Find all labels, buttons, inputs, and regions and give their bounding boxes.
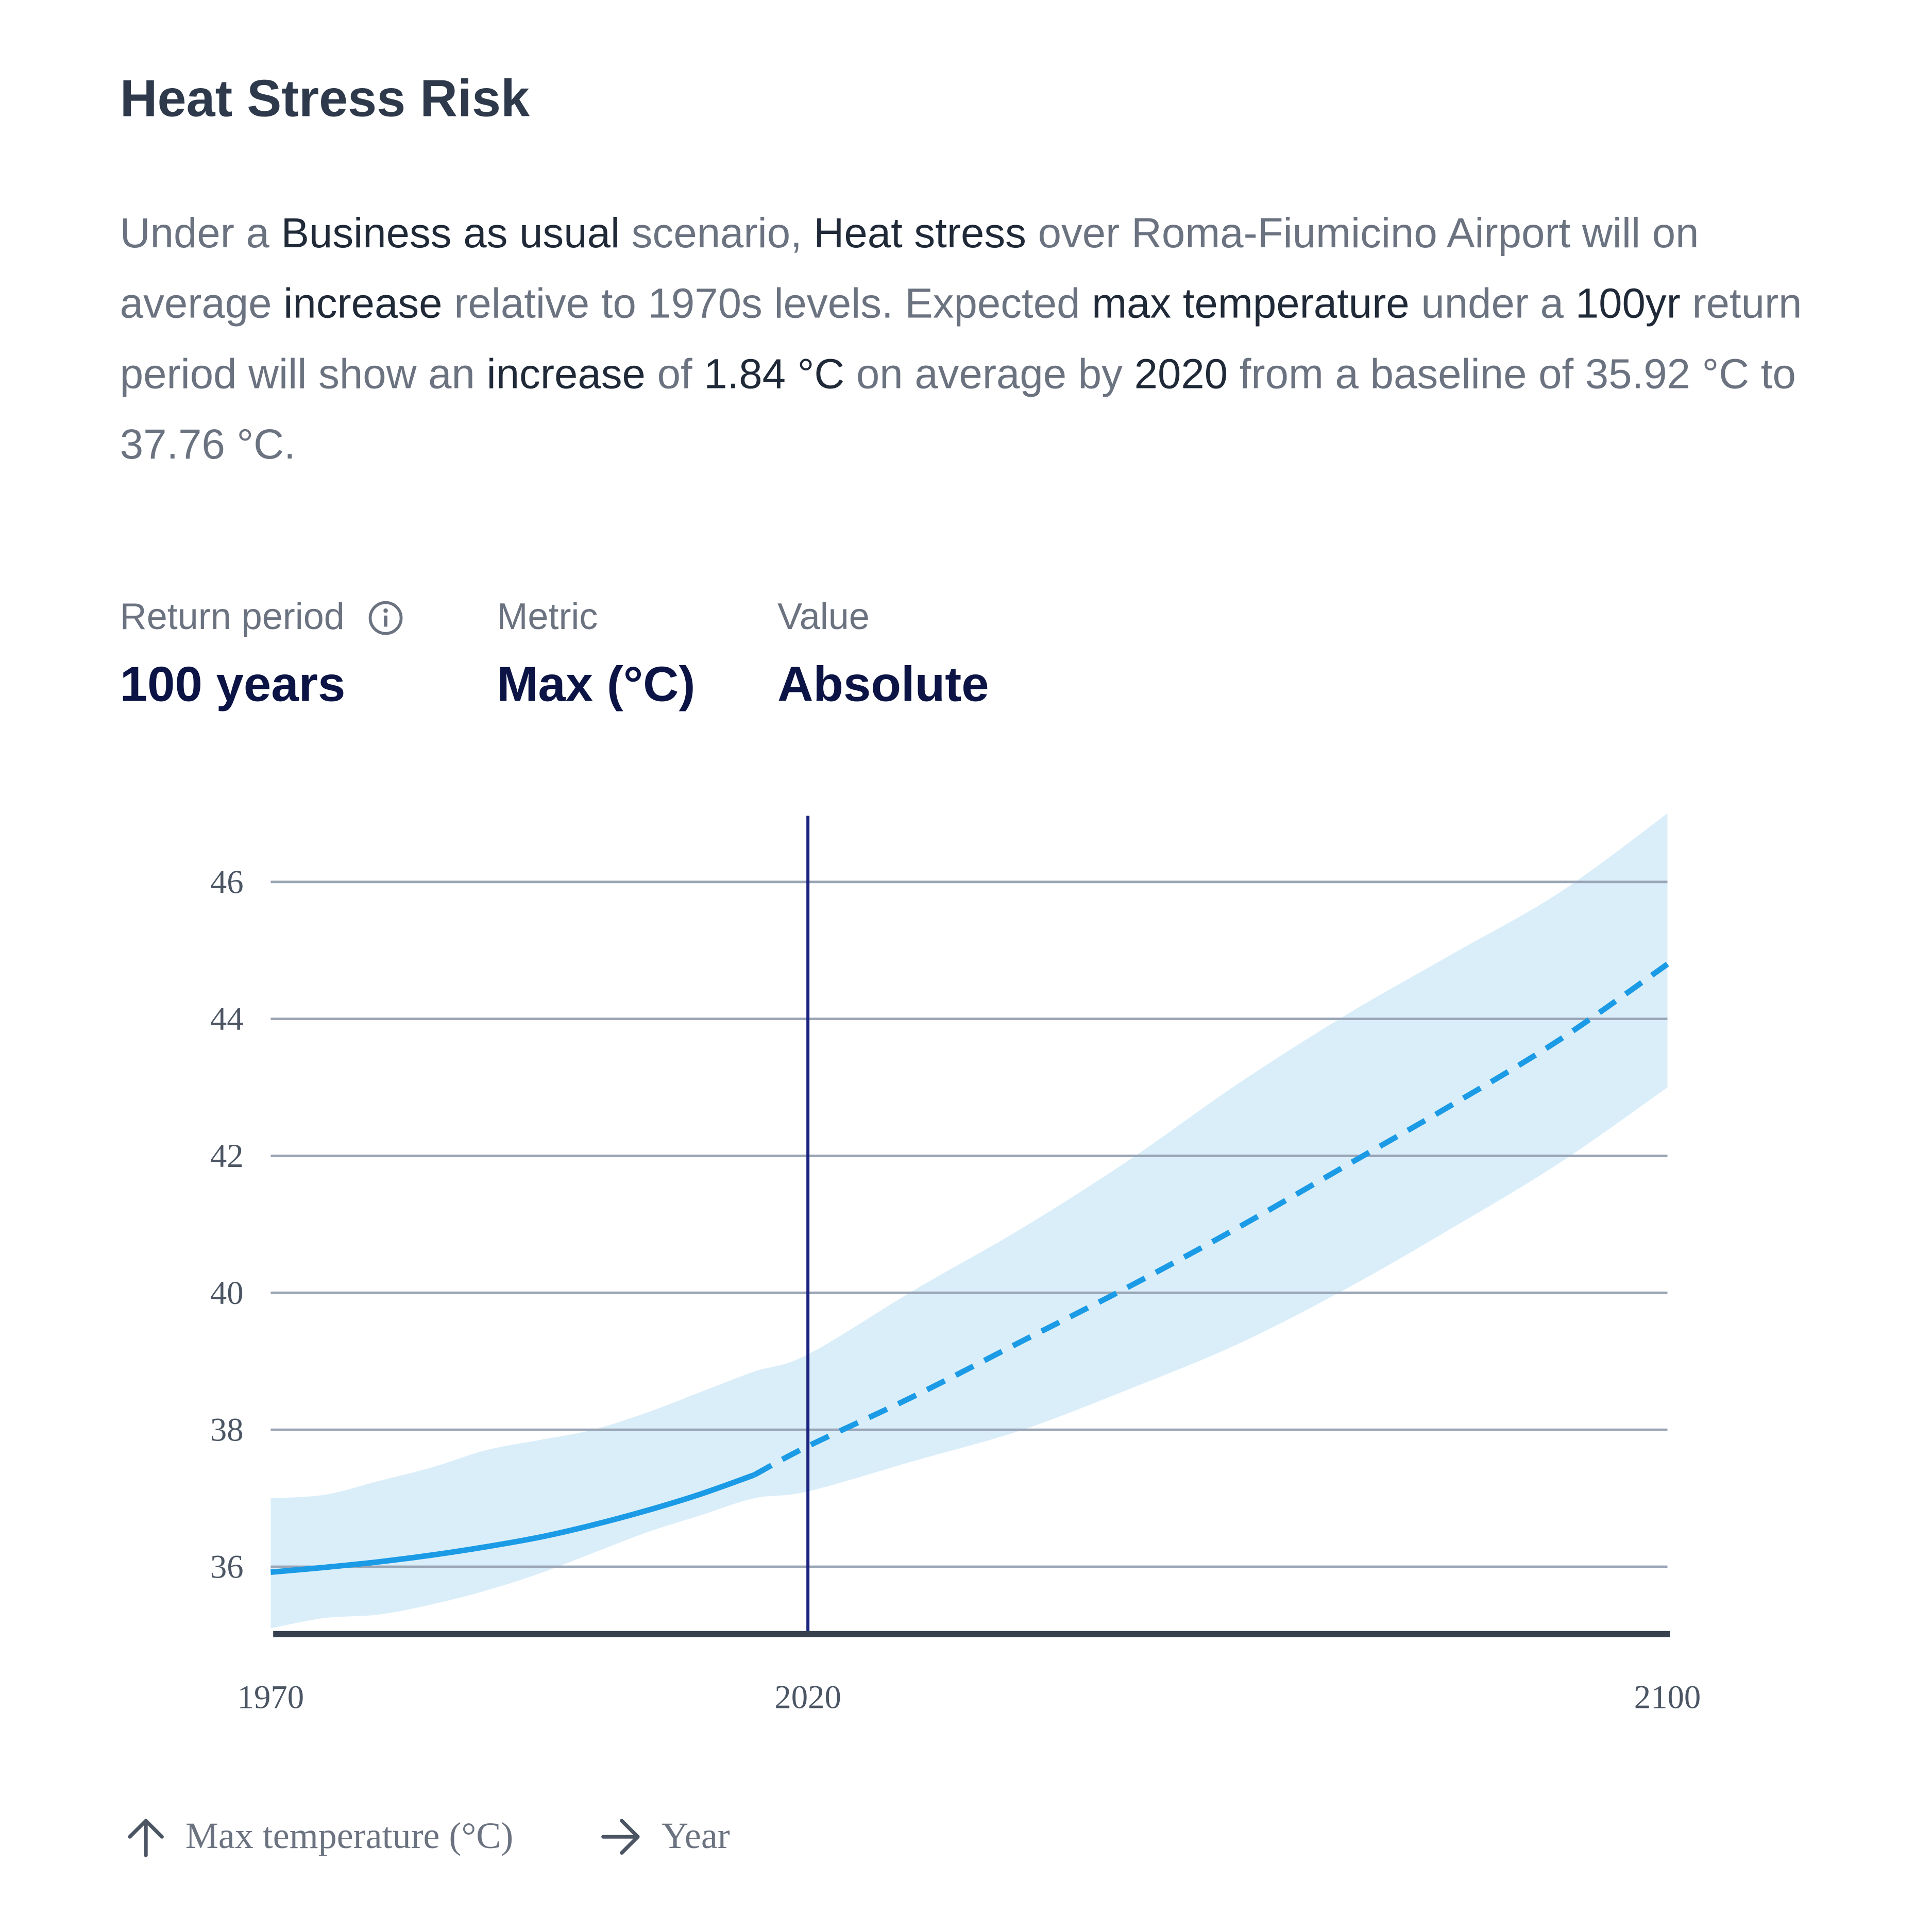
value-type-value: Absolute — [777, 657, 989, 712]
y-tick-label-40: 40 — [210, 1275, 244, 1312]
summary-text: relative to 1970s levels. Expected — [442, 280, 1092, 328]
metric-control[interactable]: Metric Max (°C) — [497, 594, 695, 715]
return-period-label: Return period — [120, 597, 345, 638]
summary-highlight: increase — [486, 351, 646, 398]
summary-text: Under a — [120, 210, 281, 258]
summary-text: scenario, — [620, 210, 814, 258]
return-period-value: 100 years — [120, 657, 346, 712]
value-type-control[interactable]: Value Absolute — [777, 594, 989, 715]
metric-value: Max (°C) — [497, 657, 696, 712]
arrow-right-icon — [601, 1819, 640, 1855]
summary-highlight: Business as usual — [281, 210, 620, 258]
x-axis-legend: Year — [600, 1815, 730, 1859]
summary-highlight: 2020 — [1134, 351, 1228, 398]
y-tick-label-42: 42 — [210, 1138, 244, 1175]
arrow-up-icon — [128, 1819, 164, 1857]
y-tick-label-38: 38 — [210, 1412, 244, 1449]
return-period-control[interactable]: Return period 100 years — [120, 594, 404, 715]
summary-text: under a — [1409, 280, 1575, 328]
summary-highlight: max temperature — [1092, 280, 1410, 328]
summary-highlight: Heat stress — [814, 210, 1026, 258]
x-tick-label-1970: 1970 — [238, 1679, 304, 1716]
temperature-chart: 36 38 40 42 44 46 1970 2020 2100 — [210, 813, 1701, 1716]
summary-text: of — [645, 351, 704, 398]
x-tick-label-2020: 2020 — [774, 1679, 841, 1716]
x-tick-label-2100: 2100 — [1634, 1679, 1701, 1716]
y-tick-label-46: 46 — [210, 863, 244, 901]
metric-label: Metric — [497, 597, 598, 638]
x-axis-legend-label: Year — [662, 1816, 730, 1857]
historical-line — [270, 1472, 755, 1575]
summary-highlight: 100yr — [1575, 280, 1681, 328]
axis-legend: Max temperature (°C) Year — [124, 1815, 817, 1859]
value-type-label: Value — [777, 597, 870, 638]
projected-line — [753, 961, 1669, 1478]
y-tick-label-36: 36 — [210, 1549, 244, 1586]
summary-text: on average by — [844, 351, 1134, 398]
summary-text: return period will show an — [120, 280, 1802, 398]
risk-summary: Under a Business as usual scenario, Heat… — [120, 199, 1838, 481]
card-title: Heat Stress Risk — [120, 69, 530, 128]
summary-text: over Roma-Fiumicino Airport will on aver… — [120, 210, 1699, 328]
info-icon[interactable] — [367, 600, 404, 637]
summary-highlight: increase — [283, 280, 443, 328]
y-axis-legend: Max temperature (°C) — [124, 1815, 513, 1859]
y-axis-legend-label: Max temperature (°C) — [185, 1816, 514, 1857]
summary-text: from a baseline of 35.92 °C to 37.76 °C. — [120, 351, 1796, 469]
summary-highlight: 1.84 °C — [704, 351, 845, 398]
uncertainty-band — [270, 813, 1668, 1629]
y-tick-label-44: 44 — [210, 1001, 244, 1038]
